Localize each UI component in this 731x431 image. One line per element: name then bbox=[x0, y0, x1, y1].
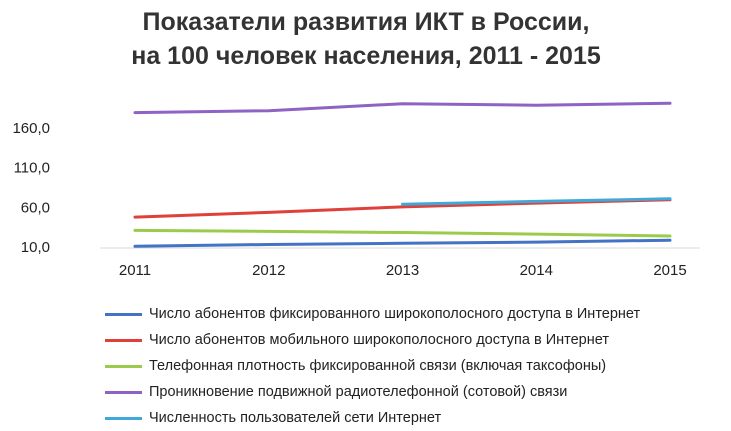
legend-label: Телефонная плотность фиксированной связи… bbox=[149, 358, 607, 374]
legend-swatch bbox=[105, 312, 142, 316]
x-tick-label: 2015 bbox=[653, 262, 686, 279]
legend-label: Число абонентов фиксированного широкопол… bbox=[149, 306, 641, 322]
y-tick-label: 160,0 bbox=[12, 120, 50, 137]
series-line-5 bbox=[401, 197, 672, 206]
series-line-2 bbox=[133, 198, 672, 219]
legend-item: Телефонная плотность фиксированной связи… bbox=[105, 353, 725, 379]
x-tick-label: 2012 bbox=[252, 262, 285, 279]
legend-swatch bbox=[105, 364, 142, 368]
y-tick-label: 10,0 bbox=[21, 239, 50, 256]
legend-swatch bbox=[105, 390, 142, 394]
legend-label: Проникновение подвижной радиотелефонной … bbox=[149, 384, 568, 400]
legend-swatch bbox=[105, 416, 142, 420]
legend-item: Число абонентов фиксированного широкопол… bbox=[105, 301, 725, 327]
y-tick-label: 60,0 bbox=[21, 199, 50, 216]
series-lines bbox=[133, 101, 672, 248]
legend-swatch bbox=[105, 338, 142, 342]
y-axis-ticks: 10,0 60,0 110,0 160,0 bbox=[12, 120, 50, 256]
legend: Число абонентов фиксированного широкопол… bbox=[105, 301, 725, 431]
series-line-4 bbox=[133, 101, 672, 115]
chart-title-line-1: Показатели развития ИКТ в России, bbox=[143, 8, 590, 36]
x-axis-ticks: 2011 2012 2013 2014 2015 bbox=[119, 262, 687, 279]
legend-label: Численность пользователей сети Интернет bbox=[149, 410, 442, 426]
legend-item: Проникновение подвижной радиотелефонной … bbox=[105, 379, 725, 405]
legend-item: Численность пользователей сети Интернет bbox=[105, 405, 725, 431]
x-tick-label: 2014 bbox=[520, 262, 553, 279]
x-tick-label: 2011 bbox=[119, 262, 151, 279]
chart-title-line-2: на 100 человек населения, 2011 - 2015 bbox=[131, 42, 601, 70]
legend-item: Число абонентов мобильного широкополосно… bbox=[105, 327, 725, 353]
series-line-1 bbox=[133, 238, 672, 248]
legend-label: Число абонентов мобильного широкополосно… bbox=[149, 332, 609, 348]
y-tick-label: 110,0 bbox=[14, 160, 50, 177]
x-tick-label: 2013 bbox=[386, 262, 419, 279]
series-line-3 bbox=[133, 228, 672, 238]
